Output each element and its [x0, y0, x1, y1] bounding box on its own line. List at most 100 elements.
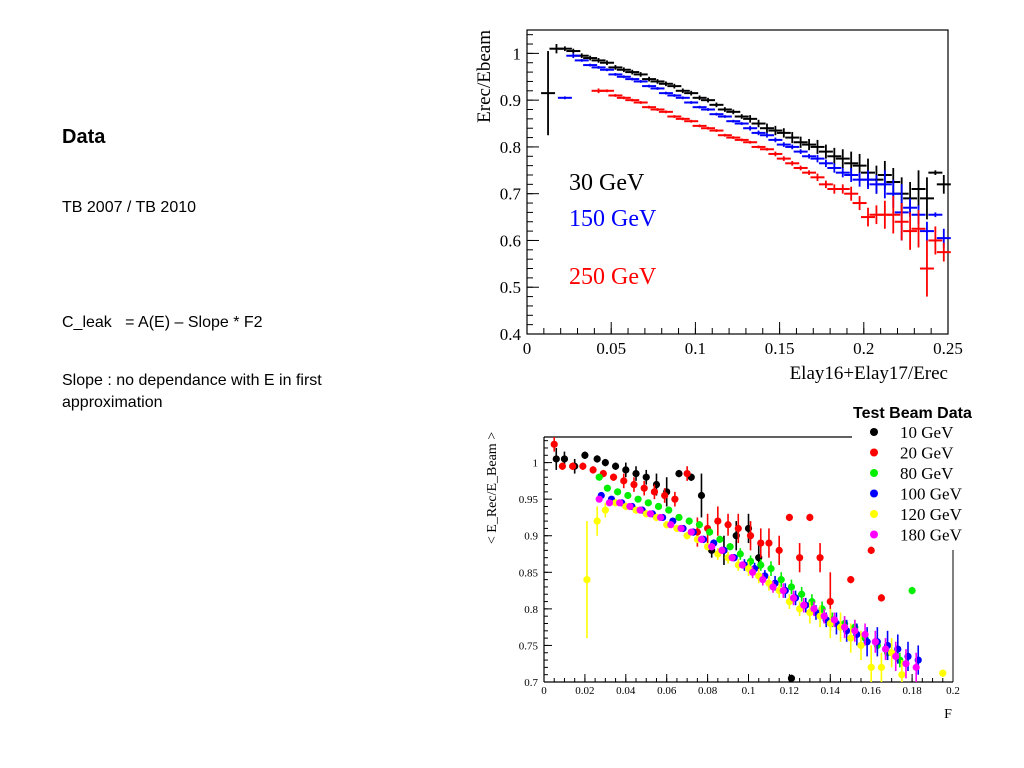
x-tick-label-0-08: 0.08	[698, 685, 718, 697]
data-point-30-gev	[759, 123, 774, 133]
data-point-180-gev	[605, 499, 614, 507]
data-point-30-gev	[625, 69, 640, 75]
data-point-30-gev	[541, 51, 556, 136]
legend-marker-180-gev	[870, 530, 878, 539]
data-point-150-gev	[802, 153, 817, 159]
data-point-30-gev	[818, 144, 833, 159]
data-point-10-gev	[593, 455, 601, 463]
data-point-20-gev	[661, 488, 669, 503]
data-point-250-gev	[928, 226, 943, 255]
data-point-250-gev	[810, 173, 825, 182]
data-point-250-gev	[852, 196, 867, 211]
legend-10-gev: 10 GeV	[900, 423, 954, 442]
data-point-150-gev	[835, 167, 850, 178]
x-tick-label-0-14: 0.14	[821, 685, 841, 697]
data-point-30-gev	[642, 76, 657, 82]
data-point-250-gev	[861, 207, 876, 227]
data-point-80-gev	[654, 502, 663, 511]
slide-text-tb-years: TB 2007 / TB 2010	[62, 199, 197, 216]
data-point-180-gev	[769, 581, 777, 593]
x-tick-label-0-16: 0.16	[862, 685, 882, 697]
data-point-30-gev	[785, 131, 800, 144]
data-point-20-gev	[550, 437, 558, 452]
data-point-120-gev	[593, 506, 601, 536]
data-point-30-gev	[743, 115, 758, 123]
y-tick-label-0-9: 0.9	[500, 91, 521, 110]
data-point-10-gev	[675, 469, 683, 478]
legend-80-gev: 80 GeV	[900, 464, 954, 483]
data-point-250-gev	[726, 136, 741, 139]
data-point-250-gev	[759, 147, 774, 151]
data-point-250-gev	[844, 186, 859, 201]
data-point-30-gev	[658, 81, 673, 87]
data-point-20-gev	[746, 521, 755, 551]
data-point-150-gev	[919, 221, 934, 241]
series-120-gev	[583, 499, 947, 682]
x-axis-label: Elay16+Elay17/Erec	[790, 363, 948, 384]
data-point-10-gev	[611, 462, 620, 470]
data-point-250-gev	[743, 140, 758, 144]
data-point-150-gev	[616, 75, 631, 79]
data-point-180-gev	[789, 590, 798, 606]
legend-20-gev: 20 GeV	[900, 444, 954, 463]
legend-250-gev: 250 GeV	[569, 264, 657, 290]
series-180-gev	[595, 495, 920, 682]
data-point-30-gev	[928, 170, 943, 175]
data-point-150-gev	[574, 58, 589, 62]
data-point-10-gev	[581, 451, 589, 459]
data-point-30-gev	[793, 136, 808, 148]
data-point-20-gev	[877, 594, 886, 602]
data-point-30-gev	[709, 102, 724, 108]
data-point-250-gev	[709, 129, 724, 132]
data-point-180-gev	[851, 619, 859, 642]
data-point-20-gev	[569, 462, 577, 470]
data-point-180-gev	[759, 573, 767, 586]
data-point-30-gev	[810, 139, 825, 154]
legend-marker-100-gev	[870, 489, 878, 498]
data-point-30-gev	[751, 119, 766, 128]
y-tick-label-0-9: 0.9	[524, 531, 538, 543]
data-point-30-gev	[684, 90, 699, 96]
data-point-150-gev	[827, 163, 842, 173]
data-point-30-gev	[835, 149, 850, 168]
data-point-150-gev	[658, 91, 673, 95]
data-point-250-gev	[667, 115, 682, 118]
x-tick-label-0-1: 0.1	[685, 339, 706, 358]
x-tick-label-0: 0	[523, 339, 532, 358]
data-point-20-gev	[671, 491, 679, 507]
data-point-150-gev	[768, 137, 783, 143]
data-point-80-gev	[787, 579, 796, 595]
data-point-180-gev	[841, 616, 849, 639]
series-250-gev	[591, 88, 951, 297]
legend-100-gev: 100 GeV	[900, 485, 963, 504]
x-tick-label-0-2: 0.2	[853, 339, 874, 358]
data-point-250-gev	[616, 96, 631, 100]
data-point-250-gev	[936, 242, 951, 262]
data-point-180-gev	[728, 554, 736, 562]
data-point-150-gev	[650, 87, 665, 90]
data-point-120-gev	[867, 645, 875, 682]
data-point-180-gev	[718, 546, 726, 555]
data-point-180-gev	[677, 524, 685, 533]
data-point-180-gev	[616, 499, 624, 507]
data-point-180-gev	[748, 566, 757, 579]
data-point-250-gev	[625, 98, 640, 102]
data-point-20-gev	[806, 513, 814, 522]
data-point-30-gev	[911, 170, 926, 208]
data-point-30-gev	[557, 46, 572, 52]
data-point-180-gev	[626, 502, 634, 511]
data-point-10-gev	[787, 674, 796, 682]
data-point-20-gev	[640, 480, 648, 496]
data-point-30-gev	[768, 125, 783, 136]
y-tick-label-0-4: 0.4	[500, 325, 522, 344]
data-point-20-gev	[796, 543, 804, 573]
data-point-30-gev	[608, 65, 623, 70]
data-point-150-gev	[675, 96, 690, 100]
data-point-150-gev	[751, 130, 766, 136]
data-point-80-gev	[624, 491, 632, 500]
data-point-150-gev	[818, 159, 833, 168]
data-point-120-gev	[601, 502, 609, 518]
data-point-30-gev	[616, 67, 631, 73]
data-point-150-gev	[877, 170, 892, 199]
data-point-250-gev	[717, 133, 732, 137]
